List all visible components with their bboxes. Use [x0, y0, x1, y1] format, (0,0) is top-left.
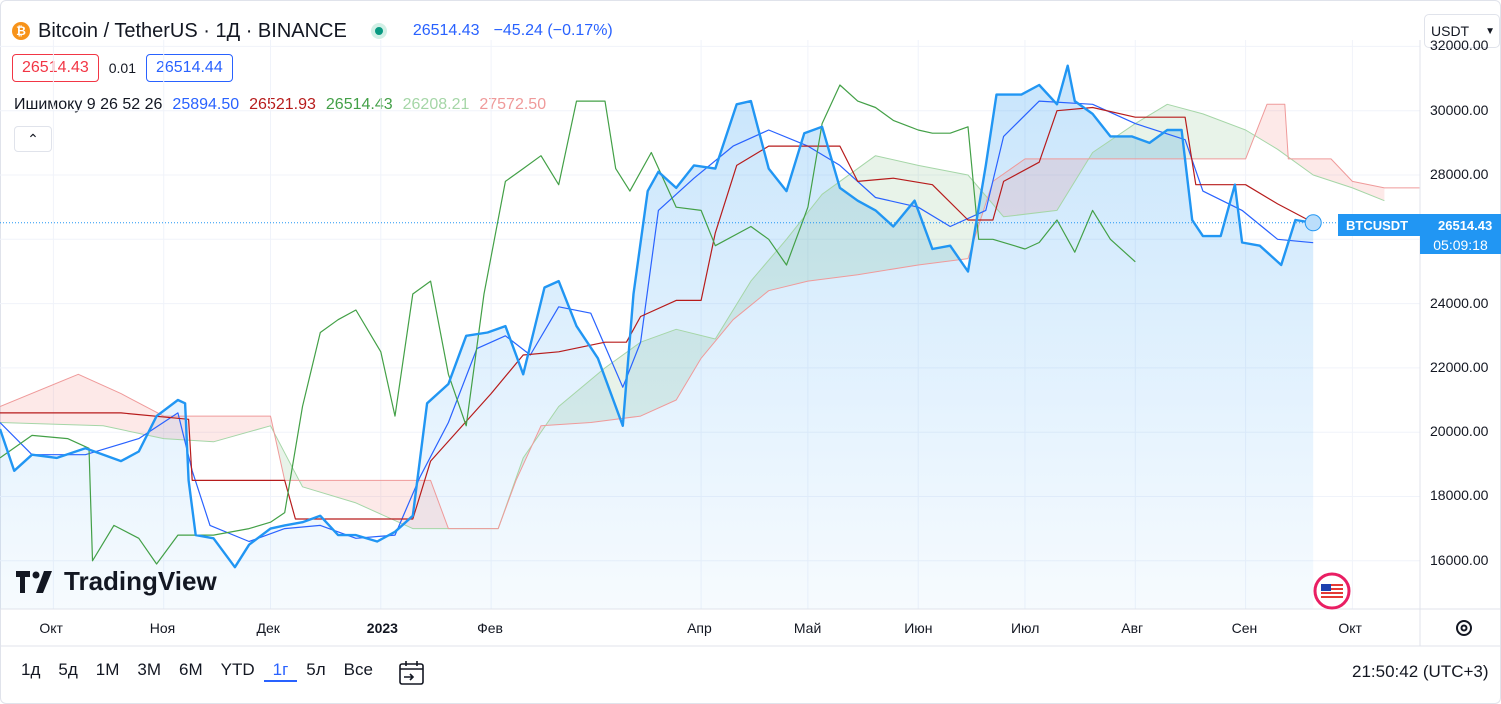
calendar-goto-icon[interactable]: [398, 660, 426, 686]
x-tick-label: Сен: [1231, 620, 1258, 636]
chevron-up-icon: ⌃: [27, 130, 39, 147]
range-5d[interactable]: 5д: [58, 660, 78, 679]
us-flag-icon[interactable]: [1312, 571, 1352, 611]
range-selector: 1д 5д 1M 3M 6M YTD 1г 5л Все: [12, 660, 382, 682]
range-ytd[interactable]: YTD: [220, 660, 255, 679]
x-tick-label: Июн: [904, 620, 933, 636]
last-price: 26514.43: [412, 22, 480, 39]
x-tick-label: Ноя: [149, 620, 176, 636]
y-tick-label: 24000.00: [1430, 294, 1489, 311]
range-3m[interactable]: 3M: [137, 660, 161, 679]
range-6m[interactable]: 6M: [179, 660, 203, 679]
currency-select[interactable]: USDT ▼: [1424, 14, 1500, 48]
sell-price-button[interactable]: 26514.43: [12, 54, 99, 82]
x-tick-label: Окт: [39, 620, 63, 636]
indicator-value-conversion: 25894.50: [172, 96, 240, 113]
bitcoin-icon: ₿: [12, 22, 30, 40]
y-tick-label: 22000.00: [1430, 358, 1489, 375]
range-5y[interactable]: 5л: [306, 660, 326, 679]
indicator-label: Ишимоку 9 26 52 26: [14, 96, 163, 113]
indicator-value-lead1: 26208.21: [402, 96, 470, 113]
chevron-down-icon: ▼: [1485, 25, 1496, 37]
bar-countdown: 05:09:18: [1420, 236, 1501, 254]
settings-icon[interactable]: [1453, 617, 1475, 639]
quote-row: 26514.43 0.01 26514.44: [12, 54, 233, 82]
x-tick-label: Июл: [1010, 620, 1040, 636]
y-tick-label: 16000.00: [1430, 551, 1489, 568]
x-tick-label: Май: [793, 620, 822, 636]
price-tag-symbol: BTCUSDT: [1346, 217, 1409, 233]
x-tick-label: Апр: [687, 620, 712, 636]
y-tick-label: 20000.00: [1430, 423, 1489, 440]
clock-timezone[interactable]: 21:50:42 (UTC+3): [1352, 662, 1489, 681]
indicator-value-lagging: 26514.43: [325, 96, 393, 113]
indicator-value-lead2: 27572.50: [479, 96, 547, 113]
tradingview-logo-icon: [16, 570, 52, 593]
tradingview-logo-text: TradingView: [64, 566, 217, 596]
x-tick-label: Авг: [1121, 620, 1144, 636]
spread-value: 0.01: [108, 60, 136, 76]
y-tick-label: 30000.00: [1430, 101, 1489, 118]
market-open-icon: [370, 23, 387, 39]
range-1m[interactable]: 1M: [95, 660, 120, 679]
tradingview-logo[interactable]: TradingView: [16, 566, 217, 597]
y-tick-label: 28000.00: [1430, 166, 1489, 183]
buy-price-button[interactable]: 26514.44: [145, 54, 233, 82]
symbol-header: ₿ Bitcoin / TetherUS · 1Д · BINANCE 2651…: [12, 16, 613, 46]
x-tick-label: Окт: [1338, 620, 1362, 636]
x-tick-label: 2023: [366, 620, 398, 636]
collapse-legend-button[interactable]: ⌃: [14, 126, 52, 152]
y-tick-label: 32000.00: [1430, 37, 1489, 54]
range-1y[interactable]: 1г: [263, 660, 298, 682]
price-change: −45.24 (−0.17%): [493, 22, 613, 39]
price-tag: BTCUSDT 26514.43 05:09:18: [1338, 214, 1501, 254]
x-tick-label: Фев: [477, 620, 503, 636]
y-tick-label: 18000.00: [1430, 487, 1489, 504]
range-all[interactable]: Все: [343, 660, 373, 679]
currency-value: USDT: [1431, 23, 1470, 39]
price-tag-price: 26514.43: [1438, 217, 1493, 233]
range-1d[interactable]: 1д: [21, 660, 41, 679]
symbol-title[interactable]: Bitcoin / TetherUS · 1Д · BINANCE: [38, 19, 347, 42]
x-tick-label: Дек: [256, 620, 280, 636]
indicator-value-base: 26521.93: [249, 96, 316, 113]
indicator-legend[interactable]: Ишимоку 9 26 52 26 25894.50 26521.93 265…: [14, 96, 546, 114]
